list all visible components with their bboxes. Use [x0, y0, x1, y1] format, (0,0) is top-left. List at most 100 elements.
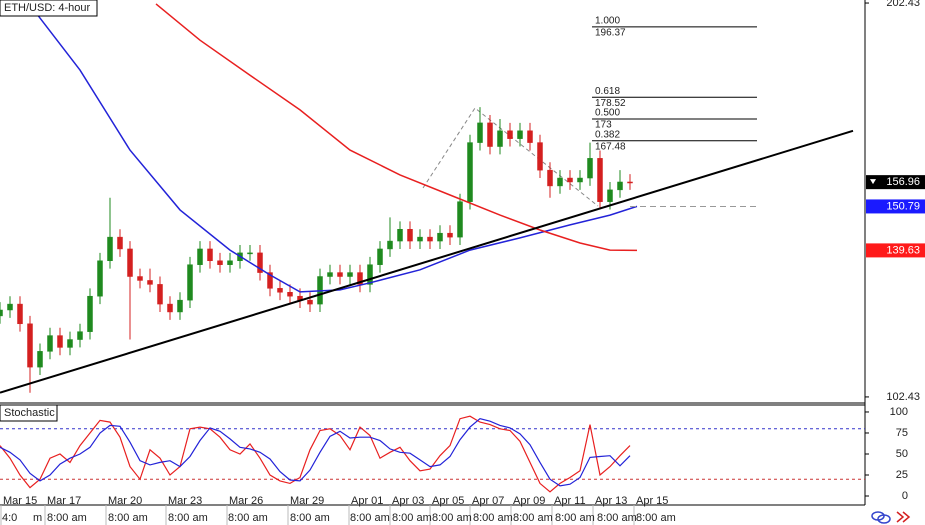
candle-body	[347, 272, 353, 277]
x-tick-label: Apr 07	[472, 495, 504, 507]
candle-body	[257, 252, 263, 273]
time-label: 8:00 am	[228, 512, 268, 524]
x-tick-label: Mar 26	[229, 495, 263, 507]
candle-body	[387, 240, 393, 250]
time-label: 8:00 am	[597, 512, 637, 524]
overlay-line	[155, 3, 638, 252]
candle-body	[217, 260, 223, 265]
candle-body	[487, 122, 493, 147]
price-tag-label: 139.63	[886, 244, 920, 256]
time-label: 4:0	[2, 512, 17, 524]
candle-body	[37, 351, 43, 368]
candle-body	[0, 309, 3, 317]
candle-body	[137, 276, 143, 281]
time-label: 8:00 am	[47, 512, 87, 524]
time-label: m	[33, 512, 42, 524]
candle-body	[407, 228, 413, 242]
candle-body	[377, 248, 383, 265]
x-tick-label: Mar 20	[108, 495, 142, 507]
candle-body	[357, 272, 363, 285]
candle-body	[477, 122, 483, 143]
candle-body	[227, 260, 233, 265]
candle-body	[507, 130, 513, 139]
y-tick-label: 50	[896, 448, 908, 460]
fib-ratio: 0.618	[595, 86, 620, 97]
y-tick-label: 75	[896, 427, 908, 439]
candle-body	[147, 280, 153, 285]
time-label: 8:00 am	[350, 512, 390, 524]
time-label: 8:00 am	[555, 512, 595, 524]
candle-body	[597, 158, 603, 202]
candle-body	[327, 272, 333, 277]
candle-body	[157, 284, 163, 305]
stochastic-line	[0, 415, 631, 493]
price-tag	[866, 175, 925, 190]
x-tick-label: Apr 11	[554, 495, 586, 507]
x-tick-label: Mar 17	[47, 495, 81, 507]
candle-body	[177, 299, 183, 313]
time-label: 8:00 am	[108, 512, 148, 524]
candle-body	[127, 248, 133, 277]
time-label: 8:00 am	[513, 512, 553, 524]
candle-body	[557, 177, 563, 187]
fib-ratio: 0.500	[595, 108, 620, 119]
y-tick-label: 102.43	[886, 391, 920, 403]
stochastic-line	[0, 418, 631, 487]
x-tick-label: Mar 29	[290, 495, 324, 507]
candle-body	[87, 295, 93, 332]
indicator-box	[0, 404, 58, 422]
candle-body	[197, 248, 203, 265]
fib-price: 178.52	[595, 98, 626, 109]
arrow-icon[interactable]	[896, 511, 911, 523]
candle-body	[467, 142, 473, 202]
title-box	[0, 0, 98, 17]
x-tick-label: Apr 03	[392, 495, 424, 507]
candle-body	[497, 130, 503, 147]
candle-body	[367, 264, 373, 285]
toolbar-icons[interactable]	[871, 511, 911, 524]
time-label: 8:00 am	[636, 512, 676, 524]
x-tick-label: Apr 05	[432, 495, 464, 507]
candle-body	[67, 339, 73, 348]
candle-body	[527, 130, 533, 143]
x-tick-label: Mar 15	[3, 495, 37, 507]
candle-body	[277, 288, 283, 293]
candle-body	[547, 169, 553, 187]
price-marker	[870, 179, 876, 185]
candle-body	[117, 236, 123, 250]
price-tag-label: 150.79	[886, 200, 920, 212]
candle-body	[107, 236, 113, 262]
candle-body	[617, 181, 623, 191]
candle-body	[247, 252, 253, 255]
fib-price: 167.48	[595, 141, 626, 152]
time-label: 8:00 am	[168, 512, 208, 524]
candle-body	[187, 264, 193, 301]
link-icon[interactable]	[877, 514, 891, 524]
candle-body	[577, 177, 583, 183]
time-label: 8:00 am	[473, 512, 513, 524]
candle-body	[457, 201, 463, 238]
candle-body	[267, 272, 273, 289]
candle-body	[207, 248, 213, 262]
fib-ratio: 1.000	[595, 16, 620, 27]
price-tag	[866, 199, 925, 214]
candle-body	[567, 177, 573, 183]
time-label: 8:00 am	[392, 512, 432, 524]
candle-body	[537, 142, 543, 171]
candle-body	[517, 130, 523, 139]
x-tick-label: Apr 01	[351, 495, 383, 507]
fib-price: 196.37	[595, 28, 626, 39]
candle-body	[17, 303, 23, 325]
overlay-line	[0, 129, 854, 394]
time-label: 8:00 am	[432, 512, 472, 524]
candle-body	[97, 260, 103, 297]
candle-body	[607, 189, 613, 202]
x-tick-label: Apr 15	[636, 495, 668, 507]
candle-body	[47, 335, 53, 352]
x-tick-label: Apr 13	[595, 495, 627, 507]
y-tick-label: 25	[896, 469, 908, 481]
x-tick-label: Mar 23	[168, 495, 202, 507]
candle-body	[427, 236, 433, 242]
candle-body	[447, 232, 453, 238]
fib-ratio: 0.382	[595, 129, 620, 140]
